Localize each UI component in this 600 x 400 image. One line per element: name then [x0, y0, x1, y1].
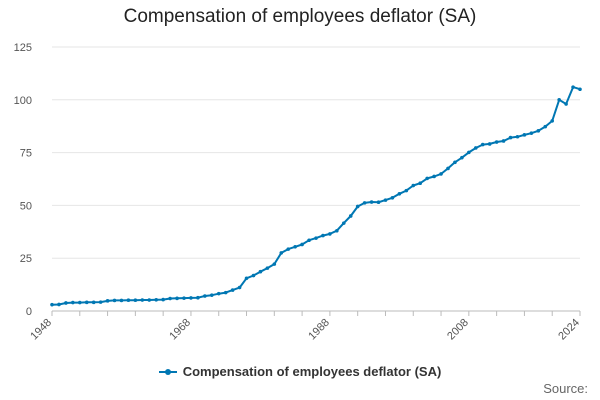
data-point[interactable] — [543, 124, 548, 129]
x-tick-label: 1988 — [306, 317, 332, 343]
data-point[interactable] — [154, 298, 159, 302]
data-point[interactable] — [112, 298, 117, 303]
data-point[interactable] — [265, 266, 270, 270]
data-point[interactable] — [453, 160, 457, 165]
source-label: Source: — [543, 381, 588, 396]
data-point[interactable] — [536, 129, 541, 133]
data-point[interactable] — [522, 133, 527, 137]
axes — [51, 311, 581, 316]
data-point[interactable] — [335, 228, 339, 233]
data-point[interactable] — [182, 296, 186, 300]
data-point[interactable] — [98, 300, 103, 304]
data-point[interactable] — [390, 195, 395, 200]
y-tick-label: 75 — [20, 148, 32, 160]
data-point[interactable] — [279, 251, 284, 255]
y-tick-label: 125 — [14, 42, 32, 54]
data-point[interactable] — [355, 204, 360, 209]
data-point[interactable] — [71, 300, 75, 305]
tick-labels: 0 25 50 75 100 125 1948 1968 1988 2008 2024 — [14, 42, 582, 342]
data-point[interactable] — [272, 262, 277, 266]
data-point[interactable] — [286, 247, 291, 251]
data-point[interactable] — [147, 298, 152, 302]
data-point[interactable] — [411, 183, 416, 188]
data-point[interactable] — [571, 85, 575, 89]
data-point[interactable] — [293, 244, 297, 249]
data-point[interactable] — [418, 181, 423, 186]
legend-label: Compensation of employees deflator (SA) — [182, 364, 442, 379]
data-point[interactable] — [251, 273, 256, 278]
chart-title: Compensation of employees deflator (SA) — [123, 6, 477, 27]
data-point[interactable] — [341, 221, 346, 225]
data-point[interactable] — [397, 191, 402, 196]
data-point[interactable] — [223, 290, 228, 295]
data-point[interactable] — [91, 300, 96, 305]
data-point[interactable] — [119, 298, 124, 303]
data-point[interactable] — [557, 98, 561, 102]
data-point[interactable] — [230, 288, 235, 292]
x-tick-label: 1948 — [28, 317, 54, 343]
data-point[interactable] — [189, 296, 193, 300]
data-point[interactable] — [439, 172, 443, 176]
data-point[interactable] — [564, 102, 568, 106]
y-tick-label: 50 — [20, 200, 32, 212]
data-point[interactable] — [362, 201, 367, 205]
grid-lines — [52, 46, 580, 312]
data-point[interactable] — [77, 300, 82, 305]
data-point[interactable] — [300, 242, 304, 247]
series-layer — [50, 85, 582, 307]
data-point[interactable] — [161, 297, 165, 302]
data-point[interactable] — [84, 300, 89, 305]
x-tick-label: 1968 — [167, 317, 193, 343]
data-point[interactable] — [425, 176, 429, 181]
data-point[interactable] — [133, 298, 138, 303]
data-point[interactable] — [494, 140, 499, 144]
data-point[interactable] — [237, 285, 242, 290]
series-line-0 — [51, 86, 581, 306]
data-point[interactable] — [196, 295, 200, 300]
legend-swatch-icon — [158, 367, 177, 377]
data-point[interactable] — [314, 236, 318, 240]
x-tick-label: 2008 — [445, 317, 471, 343]
data-point[interactable] — [404, 188, 409, 193]
data-point[interactable] — [446, 166, 450, 171]
data-point[interactable] — [550, 119, 555, 123]
data-point[interactable] — [258, 269, 263, 274]
data-point[interactable] — [508, 135, 513, 140]
data-point[interactable] — [168, 296, 172, 301]
data-point[interactable] — [383, 198, 388, 202]
data-point[interactable] — [175, 296, 179, 301]
y-tick-label: 0 — [26, 306, 32, 318]
data-point[interactable] — [64, 301, 68, 305]
data-point[interactable] — [57, 302, 61, 307]
data-point[interactable] — [473, 146, 478, 150]
data-point[interactable] — [140, 298, 145, 302]
data-point[interactable] — [369, 200, 374, 204]
data-point[interactable] — [203, 294, 207, 298]
data-point[interactable] — [480, 142, 485, 147]
data-point[interactable] — [216, 291, 221, 296]
data-point[interactable] — [376, 200, 381, 205]
y-tick-label: 25 — [20, 253, 32, 265]
data-point[interactable] — [348, 214, 353, 218]
data-point[interactable] — [307, 238, 311, 243]
data-point[interactable] — [501, 139, 506, 143]
data-point[interactable] — [126, 298, 131, 303]
data-point[interactable] — [105, 299, 110, 303]
data-point[interactable] — [244, 276, 249, 281]
y-tick-label: 100 — [14, 95, 32, 107]
x-tick-label: 2024 — [556, 317, 582, 343]
data-point[interactable] — [515, 134, 520, 139]
data-point[interactable] — [50, 302, 54, 307]
data-point[interactable] — [529, 131, 534, 135]
data-point[interactable] — [209, 293, 214, 297]
data-point[interactable] — [487, 142, 492, 146]
data-point[interactable] — [460, 155, 464, 160]
data-point[interactable] — [578, 87, 582, 92]
data-point[interactable] — [432, 174, 436, 179]
data-point[interactable] — [321, 233, 325, 238]
data-point[interactable] — [467, 150, 471, 155]
legend[interactable]: Compensation of employees deflator (SA) — [0, 364, 600, 379]
data-point[interactable] — [328, 232, 332, 236]
